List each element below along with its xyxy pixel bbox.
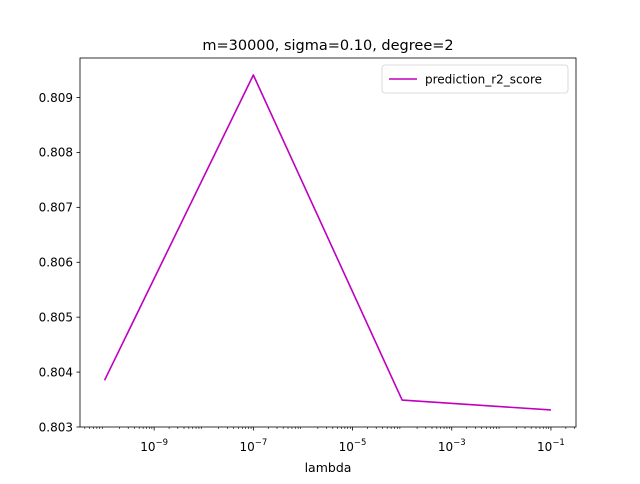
chart-title: m=30000, sigma=0.10, degree=2 bbox=[202, 38, 453, 54]
x-tick-exponent: −9 bbox=[156, 438, 169, 448]
x-tick-label: 10−9 bbox=[140, 438, 168, 454]
x-tick-base: 10 bbox=[140, 440, 155, 454]
x-tick-base: 10 bbox=[339, 440, 354, 454]
x-tick-exponent: −5 bbox=[354, 438, 367, 448]
x-tick-label: 10−3 bbox=[438, 438, 466, 454]
x-tick-base: 10 bbox=[438, 440, 453, 454]
y-tick-label: 0.805 bbox=[39, 310, 73, 324]
legend: prediction_r2_score bbox=[381, 64, 569, 94]
x-tick-label: 10−5 bbox=[339, 438, 367, 454]
y-tick-label: 0.809 bbox=[39, 91, 73, 105]
y-tick-label: 0.806 bbox=[39, 256, 73, 270]
y-tick-label: 0.807 bbox=[39, 201, 73, 215]
legend-box bbox=[381, 64, 569, 94]
legend-label: prediction_r2_score bbox=[425, 72, 542, 86]
x-tick-exponent: −7 bbox=[255, 438, 268, 448]
x-tick-exponent: −3 bbox=[453, 438, 466, 448]
x-tick-label: 10−1 bbox=[537, 438, 565, 454]
y-tick-label: 0.803 bbox=[39, 420, 73, 434]
x-axis-label: lambda bbox=[305, 460, 352, 475]
plot-area: 10−9 10−7 10−5 10−3 10−10.8030.8040.8050.806… bbox=[39, 57, 577, 454]
series-line-prediction_r2_score bbox=[103, 74, 551, 411]
y-tick-label: 0.804 bbox=[39, 365, 73, 379]
axes-frame bbox=[79, 57, 577, 428]
x-tick-base: 10 bbox=[239, 440, 254, 454]
x-tick-label: 10−7 bbox=[239, 438, 267, 454]
x-tick-exponent: −1 bbox=[552, 438, 565, 448]
y-tick-label: 0.808 bbox=[39, 146, 73, 160]
x-tick-base: 10 bbox=[537, 440, 552, 454]
